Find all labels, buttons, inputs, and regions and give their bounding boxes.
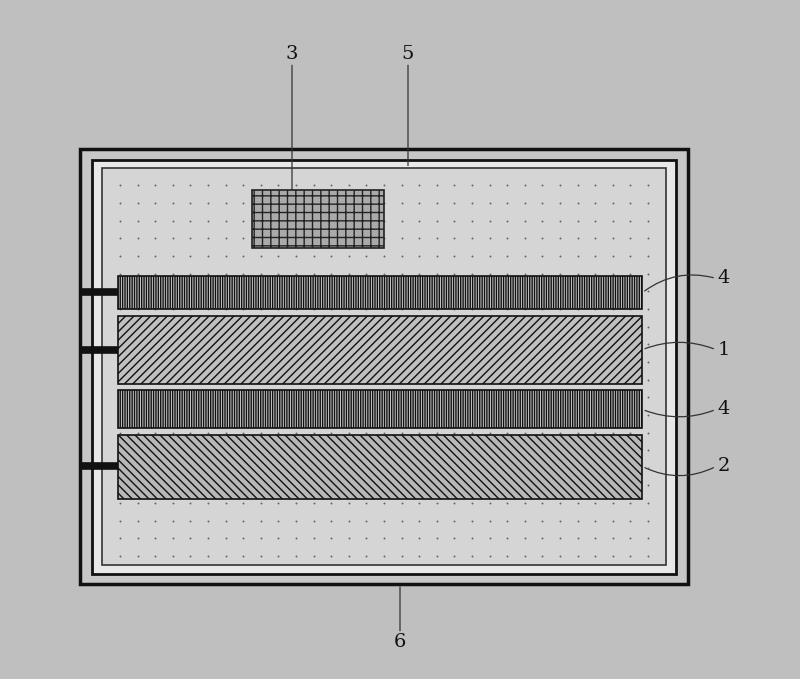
Text: 5: 5	[402, 45, 414, 63]
Bar	[118, 316, 642, 384]
Bar	[118, 390, 642, 428]
Bar	[118, 435, 642, 499]
Text: 3: 3	[286, 45, 298, 63]
Text: 6: 6	[394, 633, 406, 650]
Bar	[252, 190, 384, 248]
Bar	[92, 160, 676, 574]
Text: 4: 4	[718, 401, 730, 418]
Bar	[118, 276, 642, 309]
Text: 1: 1	[718, 341, 730, 359]
Text: 2: 2	[718, 458, 730, 475]
Text: 4: 4	[718, 270, 730, 287]
Bar	[102, 168, 666, 565]
Bar	[80, 149, 688, 584]
